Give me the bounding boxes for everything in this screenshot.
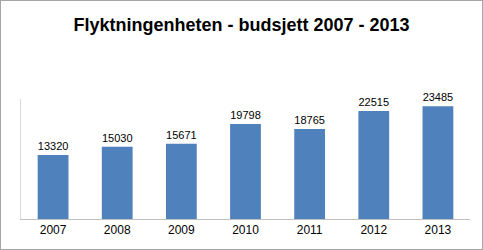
svg-text:15030: 15030: [102, 132, 133, 144]
svg-text:2010: 2010: [232, 223, 259, 237]
svg-text:Flyktningenheten - budsjett 20: Flyktningenheten - budsjett 2007 - 2013: [73, 15, 409, 35]
svg-text:19798: 19798: [230, 109, 261, 121]
svg-text:18765: 18765: [294, 114, 325, 126]
svg-text:22515: 22515: [358, 96, 389, 108]
svg-text:2007: 2007: [40, 223, 67, 237]
svg-text:2008: 2008: [104, 223, 131, 237]
svg-text:2012: 2012: [360, 223, 387, 237]
svg-text:2013: 2013: [425, 223, 452, 237]
svg-text:2009: 2009: [168, 223, 195, 237]
svg-text:2011: 2011: [297, 223, 323, 237]
svg-text:13320: 13320: [38, 140, 69, 152]
svg-text:15671: 15671: [166, 129, 197, 141]
svg-text:23485: 23485: [423, 91, 454, 103]
